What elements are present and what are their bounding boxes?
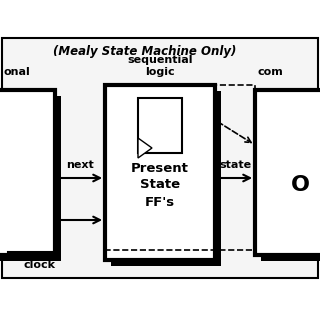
Bar [255,90,320,255]
Text: onal: onal [4,67,30,77]
Bar [105,85,215,260]
Text: O: O [291,175,309,195]
Text: com: com [257,67,283,77]
Text: sequential
logic: sequential logic [127,55,193,77]
Bar [0,96,61,261]
Text: Present
State
FF's: Present State FF's [131,162,189,209]
Text: clock: clock [24,260,56,270]
Bar [105,85,255,250]
Text: next: next [66,160,94,170]
Text: (Mealy State Machine Only): (Mealy State Machine Only) [53,45,237,59]
Bar [0,90,55,255]
Bar [111,91,221,266]
Text: state: state [219,160,251,170]
Bar [261,96,320,261]
Polygon shape [138,138,152,158]
Bar [138,98,182,153]
